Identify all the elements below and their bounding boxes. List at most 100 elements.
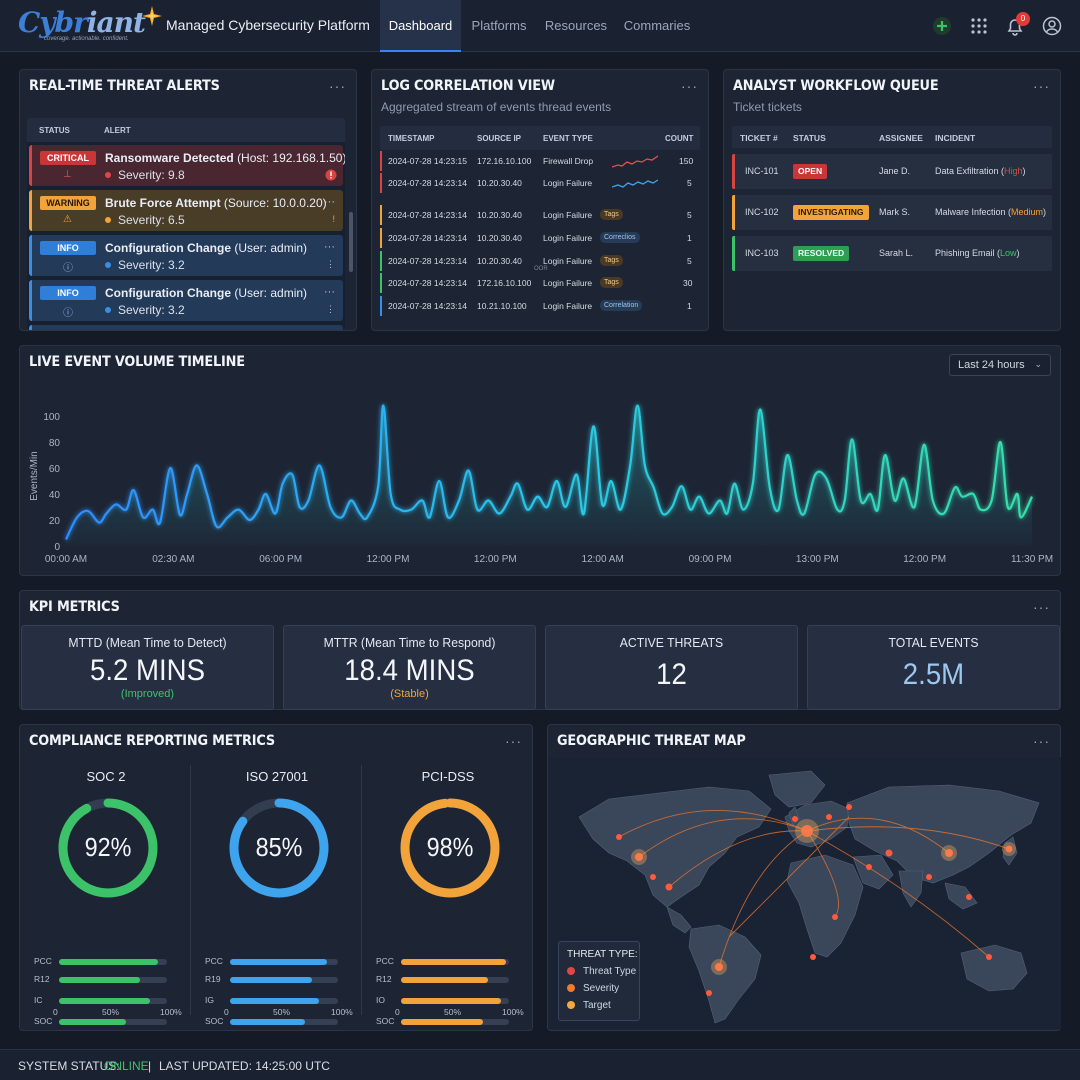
log-tag[interactable]: Correlation bbox=[600, 300, 643, 311]
kpi-card-active-threats[interactable]: ACTIVE THREATS 12 bbox=[545, 625, 798, 710]
tab-platforms[interactable]: Platforms bbox=[471, 18, 527, 33]
tab-resources[interactable]: Resources bbox=[544, 18, 608, 33]
brand-logo[interactable]: Cybriant coverage. actionable. confident… bbox=[18, 6, 162, 46]
bar-label: IO bbox=[376, 995, 385, 1005]
alert-item-info[interactable]: INFO ⓘ Configuration Change (User: admin… bbox=[29, 235, 343, 276]
log-event-type: Login Failure bbox=[543, 178, 593, 188]
bar-label: IC bbox=[34, 995, 43, 1005]
log-tag[interactable]: Correclios bbox=[600, 232, 640, 243]
time-range-select[interactable]: Last 24 hours ⌄ bbox=[949, 354, 1051, 376]
compliance-bar bbox=[401, 959, 509, 965]
log-row[interactable]: 2024-07-28 14:23:14 10.20.30.40 Login Fa… bbox=[380, 228, 700, 248]
axis-tick: 50% bbox=[102, 1007, 120, 1017]
alert-item-warning[interactable]: WARNING ⚠ Brute Force Attempt (Source: 1… bbox=[29, 190, 343, 231]
panel-menu-icon[interactable]: ··· bbox=[681, 78, 698, 94]
log-row[interactable]: 2024-07-28 14:23:15 172.16.10.100 Firewa… bbox=[380, 151, 700, 171]
log-tag[interactable]: Tags bbox=[600, 209, 623, 220]
alert-more-icon[interactable]: ··· bbox=[324, 286, 335, 298]
plus-icon[interactable] bbox=[931, 15, 953, 37]
notification-count-badge: 0 bbox=[1016, 12, 1030, 26]
framework-name: SOC 2 bbox=[86, 769, 126, 784]
event-volume-chart[interactable]: 0 20 40 60 80 100 Events/Min 00:00 AM 02:30 AM 06… bbox=[20, 386, 1062, 576]
compliance-column[interactable]: SOC 2 92% PCC R12 IC SOC 0 50% 100% bbox=[24, 759, 188, 1029]
alert-title: Brute Force Attempt (Source: 10.0.0.20) bbox=[105, 196, 327, 210]
threat-alerts-panel: REAL-TIME THREAT ALERTS ··· STATUS ALERT… bbox=[19, 69, 357, 331]
bar-label: SOC bbox=[376, 1016, 395, 1026]
bar-label: SOC bbox=[205, 1016, 224, 1026]
y-tick-label: 60 bbox=[49, 464, 61, 475]
y-tick-label: 80 bbox=[49, 438, 61, 449]
column-divider bbox=[361, 765, 362, 1015]
log-count: 1 bbox=[687, 301, 692, 311]
compliance-bar bbox=[230, 1019, 338, 1025]
alert-more-icon[interactable]: ··· bbox=[324, 196, 335, 208]
info-circle-icon: ⓘ bbox=[63, 263, 73, 274]
compliance-bar-fill bbox=[401, 959, 506, 965]
axis-tick: 50% bbox=[444, 1007, 462, 1017]
panel-title: ANALYST WORKFLOW QUEUE bbox=[733, 78, 939, 94]
bar-label: R12 bbox=[376, 974, 392, 984]
log-row[interactable]: 2024-07-28 14:23:14 10.20.30.40 Login Fa… bbox=[380, 173, 700, 193]
alerts-list[interactable]: STATUS ALERT CRITICAL ⊥ Ransomware Detec… bbox=[27, 118, 345, 330]
log-tag[interactable]: Tags bbox=[600, 277, 623, 288]
ticket-row[interactable]: INC-101 OPEN Jane D. Data Exfiltration (… bbox=[732, 154, 1052, 189]
compliance-column[interactable]: PCI-DSS 98% PCC R12 IO SOC 0 50% 100% bbox=[366, 759, 530, 1029]
log-row[interactable]: 2024-07-28 14:23:14 172.16.10.100 Login … bbox=[380, 273, 700, 293]
axis-tick: 100% bbox=[331, 1007, 353, 1017]
log-sparkline bbox=[612, 155, 658, 168]
alert-status-icon: ! bbox=[332, 214, 335, 224]
panel-subtitle: Ticket tickets bbox=[733, 100, 802, 114]
severity-badge: INFO bbox=[40, 241, 96, 255]
alert-kebab-icon[interactable]: ⋮ bbox=[326, 259, 335, 269]
logo-tagline: coverage. actionable. confident. bbox=[44, 36, 129, 42]
log-timestamp: 2024-07-28 14:23:14 bbox=[388, 178, 467, 188]
compliance-bar-fill bbox=[59, 998, 150, 1004]
log-count: 1 bbox=[687, 233, 692, 243]
tab-commaries[interactable]: Commaries bbox=[623, 18, 691, 33]
log-event-type: Login Failure bbox=[543, 278, 593, 288]
compliance-ring-gauge bbox=[229, 798, 329, 898]
compliance-bar-fill bbox=[59, 1019, 126, 1025]
legend-title: THREAT TYPE: bbox=[567, 949, 638, 960]
kpi-metrics-panel: KPI METRICS ··· MTTD (Mean Time to Detec… bbox=[19, 590, 1061, 710]
kpi-card-total-events[interactable]: TOTAL EVENTS 2.5M bbox=[807, 625, 1060, 710]
compliance-bar-fill bbox=[59, 977, 140, 983]
grid-icon[interactable] bbox=[968, 15, 990, 37]
kpi-card-mttd[interactable]: MTTD (Mean Time to Detect) 5.2 MINS (Imp… bbox=[21, 625, 274, 710]
axis-tick: 0 bbox=[224, 1007, 229, 1017]
chevron-down-icon: ⌄ bbox=[1034, 359, 1042, 369]
alert-info-icon[interactable] bbox=[325, 169, 337, 181]
ticket-row[interactable]: INC-103 RESOLVED Sarah L. Phishing Email… bbox=[732, 236, 1052, 271]
log-correlation-panel: LOG CORRELATION VIEW Aggregated stream o… bbox=[371, 69, 709, 331]
kpi-trend-note: (Stable) bbox=[390, 688, 429, 700]
log-sparkline bbox=[612, 179, 658, 188]
panel-menu-icon[interactable]: ··· bbox=[505, 733, 522, 749]
map-legend: THREAT TYPE: Threat Type Severity Target bbox=[558, 941, 640, 1021]
alert-more-icon[interactable]: ··· bbox=[324, 241, 335, 253]
alert-kebab-icon[interactable]: ⋮ bbox=[326, 304, 335, 314]
compliance-bar bbox=[230, 977, 338, 983]
log-tag[interactable]: Tags bbox=[600, 255, 623, 266]
user-icon[interactable] bbox=[1041, 15, 1063, 37]
bell-icon[interactable] bbox=[1004, 15, 1026, 37]
log-row[interactable]: 2024-07-28 14:23:14 10.20.30.40 Login Fa… bbox=[380, 205, 700, 225]
alert-item-partial[interactable] bbox=[29, 325, 343, 330]
log-row[interactable]: 2024-07-28 14:23:14 10.21.10.100 Login F… bbox=[380, 296, 700, 316]
alerts-scrollbar[interactable] bbox=[349, 212, 353, 272]
kpi-card-mttr[interactable]: MTTR (Mean Time to Respond) 18.4 MINS (S… bbox=[283, 625, 536, 710]
kpi-label: MTTD (Mean Time to Detect) bbox=[68, 635, 227, 650]
alert-item-critical[interactable]: CRITICAL ⊥ Ransomware Detected (Host: 19… bbox=[29, 145, 345, 186]
panel-title: LOG CORRELATION VIEW bbox=[381, 78, 555, 94]
alert-item-info[interactable]: INFO ⓘ Configuration Change (User: admin… bbox=[29, 280, 343, 321]
panel-menu-icon[interactable]: ··· bbox=[329, 78, 346, 94]
log-row[interactable]: 2024-07-28 14:23:14 10.20.30.40 Login Fa… bbox=[380, 251, 700, 271]
warning-triangle-icon: ⚠ bbox=[63, 214, 72, 225]
panel-menu-icon[interactable]: ··· bbox=[1033, 599, 1050, 615]
y-tick-label: 100 bbox=[43, 412, 60, 423]
panel-menu-icon[interactable]: ··· bbox=[1033, 733, 1050, 749]
tab-dashboard[interactable]: Dashboard bbox=[380, 0, 461, 52]
bar-label: PCC bbox=[376, 956, 394, 966]
compliance-column[interactable]: ISO 27001 85% PCC R19 IG SOC 0 50% 100% bbox=[195, 759, 359, 1029]
ticket-row[interactable]: INC-102 INVESTIGATING Mark S. Malware In… bbox=[732, 195, 1052, 230]
panel-menu-icon[interactable]: ··· bbox=[1033, 78, 1050, 94]
